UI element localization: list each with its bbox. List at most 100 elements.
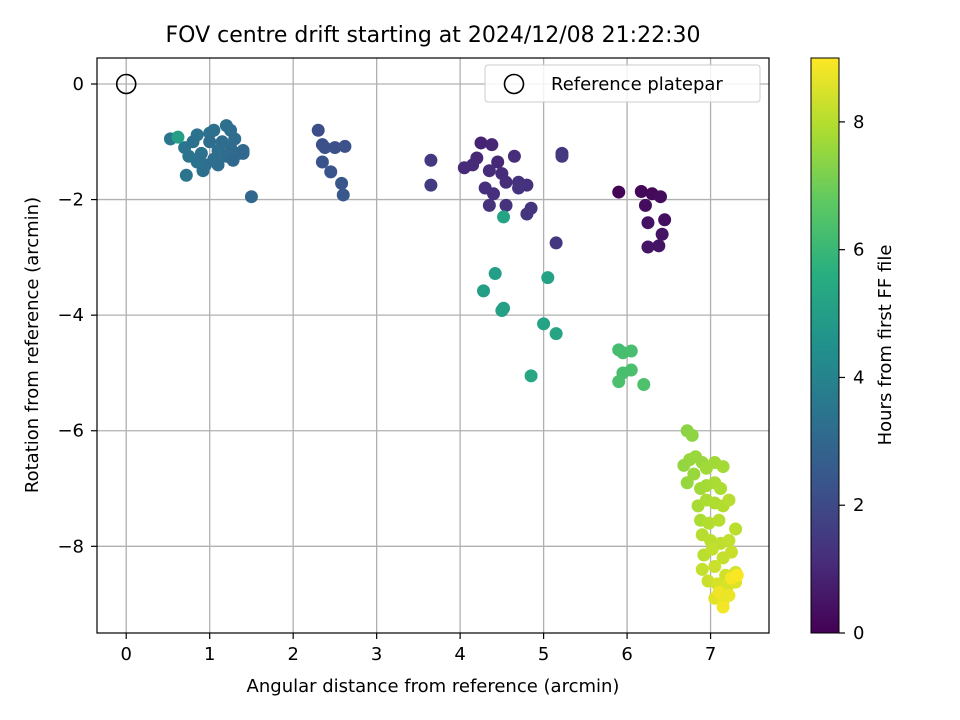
data-point [652,239,666,253]
data-point [335,176,349,190]
data-point [653,190,667,204]
data-point [524,201,538,215]
data-point [424,178,438,192]
data-point [722,534,736,548]
data-point [477,284,491,298]
y-tick-label: −2 [57,190,84,211]
colorbar-tick-label: 2 [853,495,864,516]
data-point [658,213,672,227]
data-point [324,165,338,179]
data-point [482,198,496,212]
data-point [712,513,726,527]
data-point [499,198,513,212]
data-point [328,141,342,155]
data-point [708,560,722,574]
data-point [541,271,555,285]
data-point [730,568,744,582]
x-tick-label: 3 [371,644,382,665]
x-axis-ticks: 0 1 2 3 4 5 6 7 [120,633,716,665]
data-point [641,240,655,254]
data-point [716,600,730,614]
x-tick-label: 7 [705,644,716,665]
colorbar-tick-label: 4 [853,367,864,388]
x-tick-label: 1 [204,644,215,665]
data-point [705,542,719,556]
data-point [485,138,499,152]
x-axis-label: Angular distance from reference (arcmin) [247,676,620,697]
data-point [729,522,743,536]
data-point [655,227,669,241]
data-point [612,375,626,389]
data-point [228,132,242,146]
x-tick-label: 0 [120,644,131,665]
data-point [318,141,332,155]
data-point [714,482,728,496]
data-point [722,588,736,602]
colorbar-label: Hours from first FF file [875,245,896,446]
data-point [338,139,352,153]
legend: Reference platepar [484,64,761,103]
data-point [724,545,738,559]
chart-title: FOV centre drift starting at 2024/12/08 … [166,23,701,48]
colorbar: 0 2 4 6 8 Hours from first FF file [810,57,896,644]
y-tick-label: 0 [73,74,84,95]
colorbar-tick-label: 0 [853,623,864,644]
y-tick-label: −8 [57,536,84,557]
data-point [179,168,193,182]
data-point [226,153,240,167]
x-tick-label: 5 [538,644,549,665]
data-point [612,185,626,199]
legend-box [484,64,761,103]
data-point [537,317,551,331]
data-point [641,216,655,230]
data-point [466,158,480,172]
data-point [497,210,511,224]
data-point [716,460,730,474]
data-point [695,562,709,576]
colorbar-tick-label: 8 [853,112,864,133]
data-point [211,158,225,172]
data-point [624,344,638,358]
legend-label: Reference platepar [551,74,723,95]
data-point [524,369,538,383]
data-point [190,155,204,169]
data-point [236,146,250,160]
data-point [634,184,648,198]
data-point [315,155,329,169]
data-point [487,187,501,201]
data-point [687,467,701,481]
colorbar-gradient [810,57,840,634]
data-point [638,198,652,212]
y-axis-ticks: 0 −2 −4 −6 −8 [57,74,97,557]
colorbar-tick-label: 6 [853,240,864,261]
plot-frame [96,57,770,634]
data-point [512,181,526,195]
x-tick-label: 6 [621,644,632,665]
data-point [207,123,221,137]
data-point [555,149,569,163]
data-point [624,363,638,377]
x-tick-label: 4 [454,644,465,665]
data-point [336,188,350,202]
data-point [203,135,217,149]
data-point [499,175,513,189]
data-point [488,267,502,281]
data-point [507,149,521,163]
data-point [482,164,496,178]
data-point [685,428,699,442]
data-point [244,190,258,204]
y-tick-label: −6 [57,421,84,442]
colorbar-ticks: 0 2 4 6 8 [839,112,864,644]
data-point [549,327,563,341]
data-point [311,123,325,137]
legend-marker-icon [503,73,525,95]
y-axis-label: Rotation from reference (arcmin) [22,197,43,493]
data-point [722,493,736,507]
data-point [491,155,505,169]
data-point [637,378,651,392]
data-point [424,153,438,167]
data-point [474,136,488,150]
data-point [549,236,563,250]
reference-platepar-marker [115,73,137,95]
